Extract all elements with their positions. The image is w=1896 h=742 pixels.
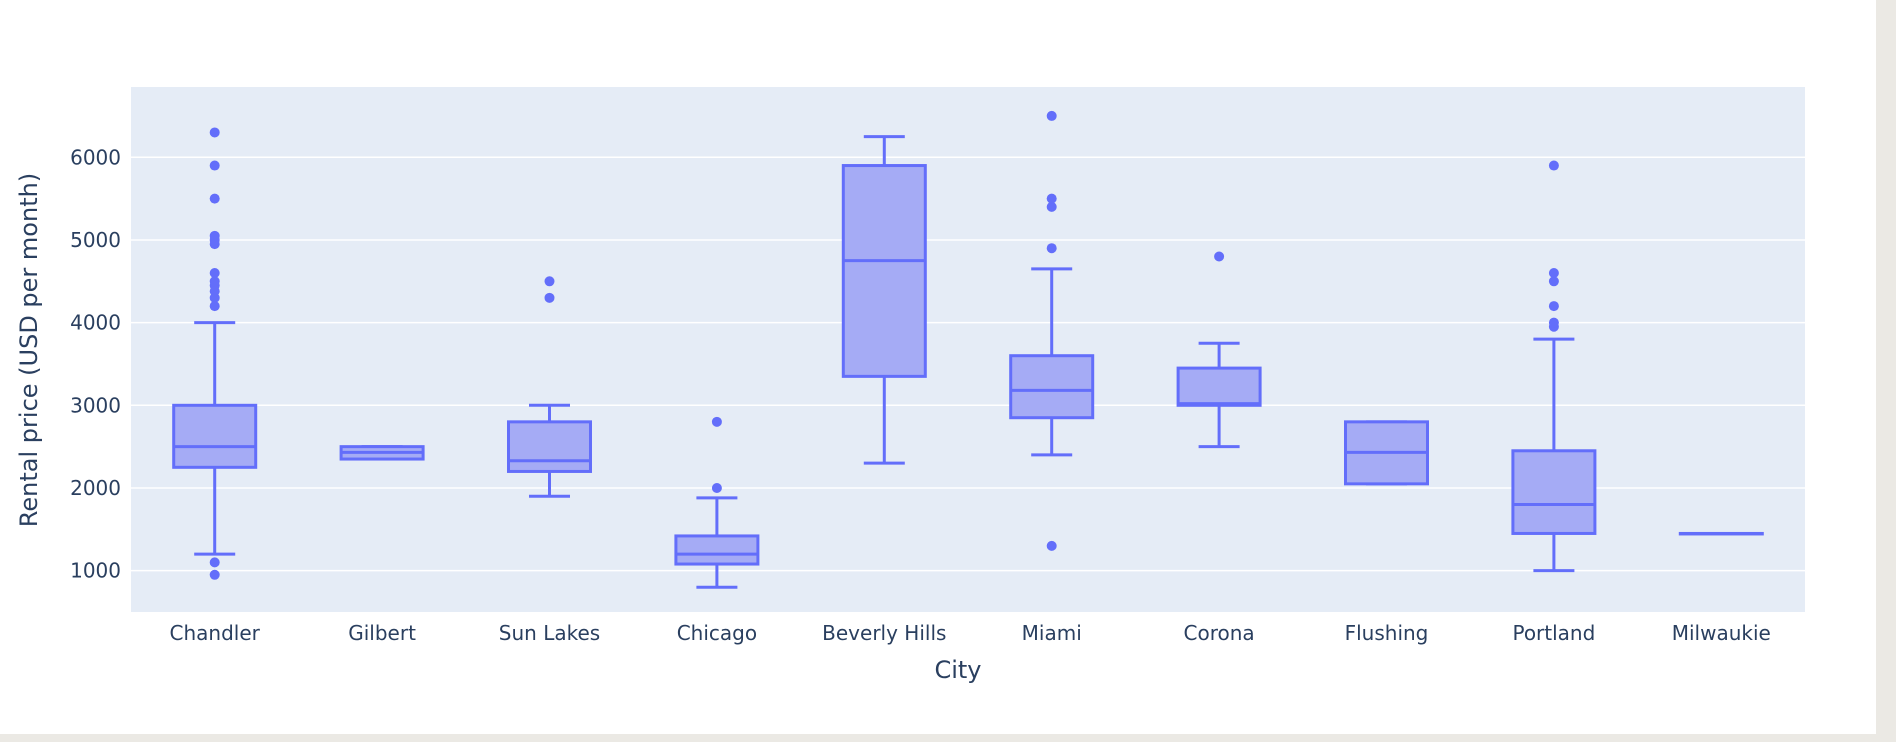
outlier-point [1046, 540, 1057, 551]
y-tick-label: 2000 [70, 476, 121, 500]
box-plot-chart: 1000 2000 3000 4000 5000 6000 Chandler Gilbert… [15, 87, 1805, 684]
gridlines [131, 156, 1805, 572]
box-portland[interactable] [1511, 160, 1597, 573]
x-tick-label: Miami [1022, 621, 1082, 645]
x-tick-label: Gilbert [348, 621, 416, 645]
box-milwaukie[interactable] [1678, 531, 1764, 536]
outlier-point [711, 482, 722, 493]
box-beverly-hills[interactable] [841, 135, 927, 465]
iqr-box [507, 420, 592, 473]
outlier-point [209, 127, 220, 138]
outlier-point [209, 569, 220, 580]
outlier-point [1548, 160, 1559, 171]
iqr-box [1176, 366, 1262, 407]
box-chandler[interactable] [172, 127, 258, 580]
x-axis-title: City [934, 656, 981, 684]
y-axis-ticks: 1000 2000 3000 4000 5000 6000 [70, 145, 121, 582]
iqr-box [841, 164, 927, 378]
x-tick-label: Portland [1512, 621, 1595, 645]
x-tick-label: Chicago [677, 621, 757, 645]
outlier-point [1548, 268, 1559, 279]
x-tick-label: Milwaukie [1672, 621, 1771, 645]
y-tick-label: 5000 [70, 228, 121, 252]
y-axis-title: Rental price (USD per month) [15, 173, 43, 527]
outlier-point [1548, 301, 1559, 312]
outlier-point [1046, 110, 1057, 121]
x-tick-label: Beverly Hills [822, 621, 946, 645]
outlier-point [544, 276, 555, 287]
outlier-point [209, 268, 220, 279]
outlier-point [209, 230, 220, 241]
boxes-layer [172, 110, 1764, 589]
outlier-point [1548, 317, 1559, 328]
outlier-point [1548, 276, 1559, 287]
box-miami[interactable] [1009, 110, 1095, 551]
box-chicago[interactable] [674, 416, 760, 589]
outlier-point [544, 292, 555, 303]
y-tick-label: 3000 [70, 393, 121, 417]
outlier-point [1046, 243, 1057, 254]
box-flushing[interactable] [1344, 420, 1429, 486]
y-tick-label: 4000 [70, 311, 121, 335]
iqr-box [1009, 354, 1095, 420]
iqr-box [172, 403, 258, 469]
box-corona[interactable] [1176, 251, 1262, 449]
y-tick-label: 1000 [70, 559, 121, 583]
iqr-box [674, 534, 760, 566]
box-sun-lakes[interactable] [507, 276, 592, 498]
chart-card: 1000 2000 3000 4000 5000 6000 Chandler Gilbert… [0, 0, 1876, 734]
box-gilbert[interactable] [339, 445, 425, 461]
outlier-point [1046, 201, 1057, 212]
x-tick-label: Sun Lakes [499, 621, 600, 645]
outlier-point [1046, 193, 1057, 204]
outlier-point [209, 276, 220, 287]
outlier-point [209, 160, 220, 171]
x-tick-label: Chandler [170, 621, 261, 645]
x-tick-label: Corona [1184, 621, 1255, 645]
outlier-point [1214, 251, 1225, 262]
x-tick-label: Flushing [1345, 621, 1429, 645]
outlier-point [209, 193, 220, 204]
outlier-point [209, 557, 220, 568]
x-axis-ticks: Chandler Gilbert Sun Lakes Chicago Beverly H… [170, 621, 1771, 645]
outlier-point [209, 301, 220, 312]
outlier-point [711, 416, 722, 427]
iqr-box [1511, 449, 1597, 535]
y-tick-label: 6000 [70, 145, 121, 169]
